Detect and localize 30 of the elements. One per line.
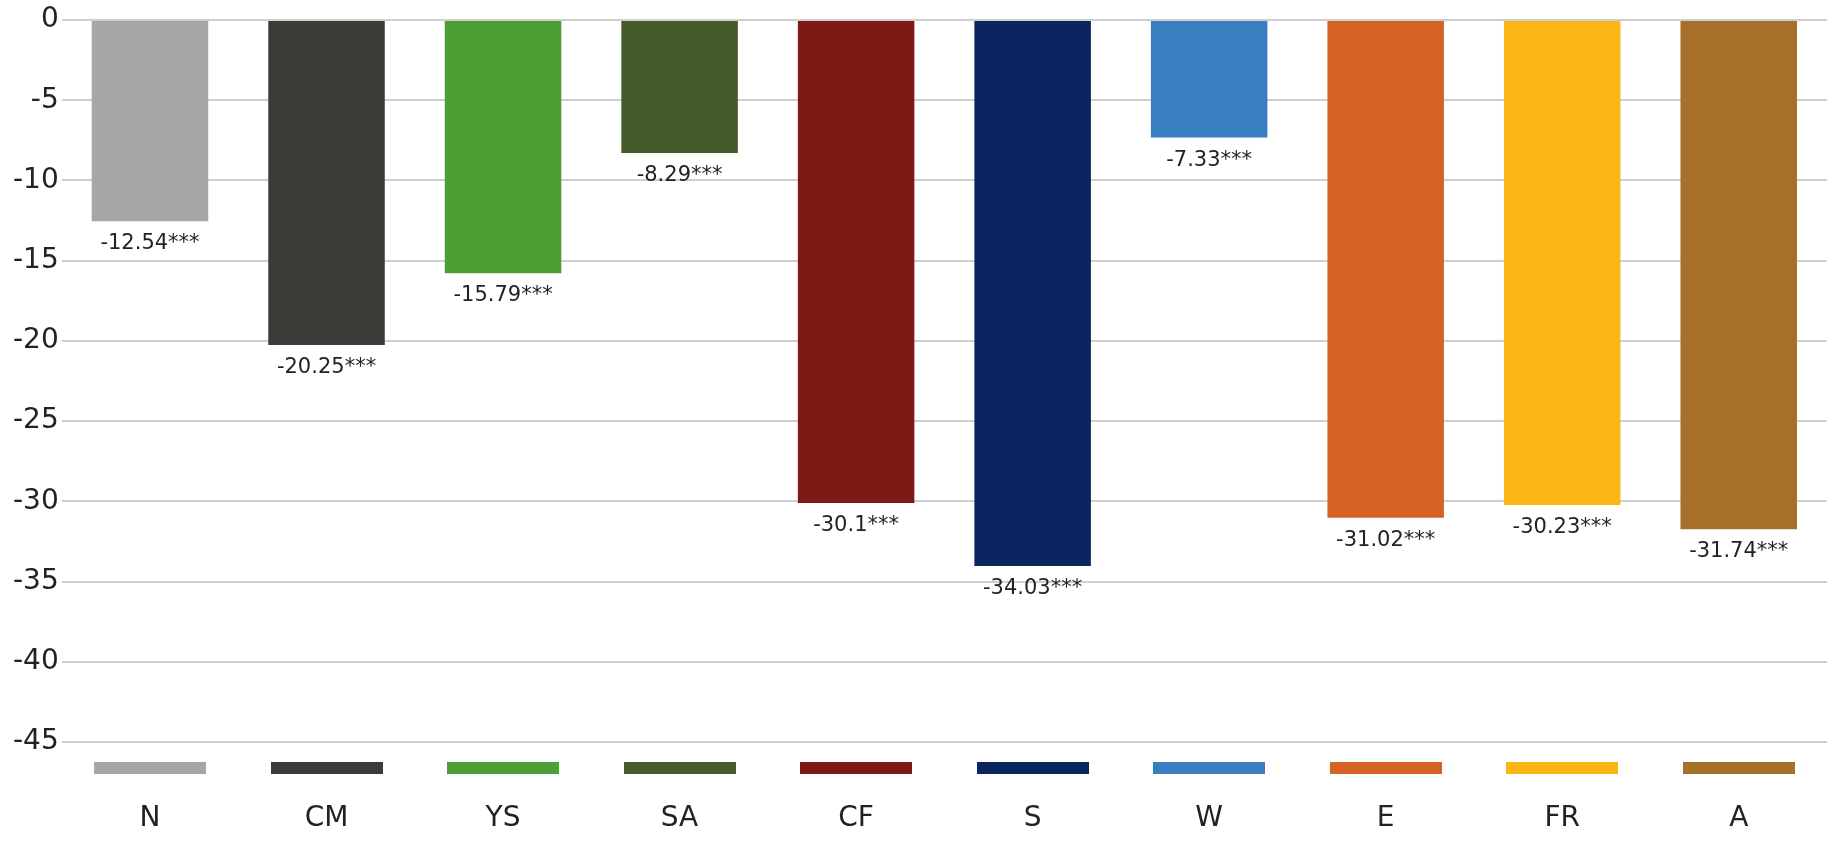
data-label: -31.02***	[1336, 526, 1436, 551]
y-tick-label: -35	[13, 562, 59, 596]
legend-label: CF	[838, 800, 874, 833]
legend-label: A	[1729, 800, 1749, 833]
legend-label: W	[1195, 800, 1223, 833]
y-tick-label: -15	[13, 241, 59, 275]
y-tick-label: 0	[40, 1, 59, 35]
y-tick-label: -20	[13, 322, 59, 356]
data-label: -30.23***	[1512, 513, 1612, 538]
data-label: -20.25***	[276, 353, 377, 378]
data-label: -31.74***	[1689, 538, 1789, 563]
data-label: -8.29***	[636, 161, 723, 186]
y-tick-label: -45	[13, 723, 59, 757]
y-tick-label: -30	[13, 482, 59, 516]
legend-label: FR	[1544, 800, 1580, 833]
legend-label: SA	[660, 800, 699, 833]
data-label: -15.79***	[453, 282, 553, 307]
y-tick-label: -10	[13, 161, 59, 195]
data-label: -12.54***	[100, 230, 200, 255]
data-label: -34.03***	[983, 574, 1083, 599]
legend-label: N	[139, 800, 161, 833]
y-tick-label: -5	[30, 81, 59, 115]
y-tick-label: -25	[13, 402, 59, 436]
legend-label: CM	[304, 800, 349, 833]
data-label: -7.33***	[1166, 146, 1253, 171]
legend-label: S	[1023, 800, 1042, 833]
legend-label: E	[1376, 800, 1395, 833]
legend-label: YS	[485, 800, 521, 833]
y-tick-label: -40	[13, 643, 59, 677]
data-label: -30.1***	[813, 511, 900, 536]
